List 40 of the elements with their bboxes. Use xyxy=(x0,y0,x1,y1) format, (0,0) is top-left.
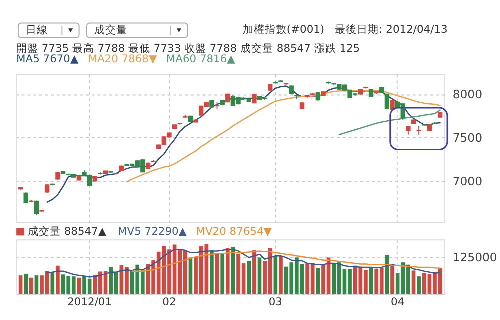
bar xyxy=(210,250,214,294)
bar xyxy=(390,264,394,294)
y-tick-label: 125000 xyxy=(452,250,498,265)
bar xyxy=(258,258,262,294)
bar xyxy=(252,250,256,294)
bar xyxy=(247,260,252,294)
bar xyxy=(412,270,416,294)
text: 成交量 xyxy=(94,24,128,37)
line-series xyxy=(46,86,441,203)
x-tick-label: 2012/01 xyxy=(68,295,112,308)
x-tick-label: 03 xyxy=(268,295,282,308)
bar xyxy=(18,276,23,294)
bar xyxy=(220,254,224,294)
bar xyxy=(29,278,34,294)
bar xyxy=(77,278,82,294)
text: 日線 xyxy=(26,24,48,37)
text: 最後日期: 2012/04/13 xyxy=(335,23,448,36)
bar xyxy=(34,276,39,294)
candlestick xyxy=(24,192,28,204)
series-label: MV5 72290▲ xyxy=(118,224,188,238)
bar xyxy=(24,274,28,294)
bar xyxy=(316,268,320,294)
y-tick-label: 8000 xyxy=(452,88,482,102)
bar xyxy=(50,272,55,294)
bar xyxy=(417,276,421,294)
bar xyxy=(226,248,230,294)
bar xyxy=(274,256,278,294)
y-tick-label: 7000 xyxy=(452,174,482,189)
line-series xyxy=(126,90,441,183)
candlestick xyxy=(34,200,40,216)
x-tick-label: 04 xyxy=(391,295,405,308)
y-tick-label: 7500 xyxy=(452,131,482,146)
bar xyxy=(369,268,374,294)
chart-title: 加權指數(#001) xyxy=(242,23,325,36)
bar xyxy=(56,266,60,294)
legend-label: 成交量 88547▲ xyxy=(28,224,108,238)
bar xyxy=(215,254,220,294)
series-label: MV20 87654▼ xyxy=(196,224,273,238)
bar xyxy=(279,256,283,294)
x-tick-label: 02 xyxy=(162,295,176,308)
